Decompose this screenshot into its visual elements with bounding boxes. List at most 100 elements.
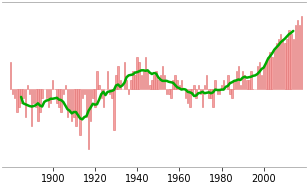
Bar — [82, 89, 83, 98]
Bar — [27, 84, 28, 89]
Bar — [46, 89, 47, 98]
Bar — [219, 89, 220, 94]
Bar — [60, 89, 62, 112]
Bar — [263, 66, 265, 89]
Bar — [14, 89, 15, 98]
Bar — [168, 89, 169, 94]
Bar — [202, 89, 203, 108]
Bar — [39, 89, 41, 112]
Bar — [145, 57, 146, 89]
Bar — [242, 71, 243, 89]
Bar — [71, 89, 72, 121]
Bar — [79, 89, 81, 135]
Bar — [189, 89, 191, 108]
Bar — [238, 66, 239, 89]
Bar — [29, 89, 30, 94]
Bar — [16, 89, 18, 112]
Bar — [153, 75, 155, 89]
Bar — [12, 89, 13, 94]
Bar — [227, 75, 229, 89]
Bar — [35, 89, 37, 108]
Bar — [290, 34, 292, 89]
Bar — [223, 80, 224, 89]
Bar — [147, 71, 148, 89]
Bar — [69, 89, 70, 112]
Bar — [170, 89, 172, 98]
Bar — [240, 84, 241, 89]
Bar — [136, 57, 138, 89]
Bar — [229, 89, 231, 94]
Bar — [267, 57, 269, 89]
Bar — [25, 89, 26, 117]
Bar — [162, 66, 163, 89]
Bar — [100, 89, 102, 98]
Bar — [151, 80, 153, 89]
Bar — [84, 89, 85, 94]
Bar — [132, 71, 134, 89]
Bar — [166, 89, 168, 94]
Bar — [113, 89, 115, 130]
Bar — [257, 66, 258, 89]
Bar — [92, 89, 94, 98]
Bar — [286, 39, 288, 89]
Bar — [276, 43, 277, 89]
Bar — [111, 89, 112, 98]
Bar — [274, 48, 275, 89]
Bar — [259, 62, 260, 89]
Bar — [120, 80, 121, 89]
Bar — [248, 80, 250, 89]
Bar — [269, 52, 271, 89]
Bar — [75, 89, 77, 126]
Bar — [164, 75, 165, 89]
Bar — [174, 75, 176, 89]
Bar — [77, 89, 79, 117]
Bar — [157, 80, 159, 89]
Bar — [172, 80, 174, 89]
Bar — [143, 71, 144, 89]
Bar — [244, 75, 245, 89]
Bar — [109, 89, 111, 94]
Bar — [88, 89, 89, 149]
Bar — [63, 89, 64, 94]
Bar — [22, 89, 24, 98]
Bar — [42, 89, 43, 98]
Bar — [90, 89, 91, 121]
Bar — [288, 30, 290, 89]
Bar — [37, 89, 39, 121]
Bar — [48, 89, 49, 108]
Bar — [20, 89, 22, 103]
Bar — [128, 89, 129, 94]
Bar — [155, 71, 157, 89]
Bar — [140, 75, 142, 89]
Bar — [299, 25, 300, 89]
Bar — [115, 75, 117, 89]
Bar — [139, 62, 140, 89]
Bar — [107, 71, 108, 89]
Bar — [134, 75, 136, 89]
Bar — [103, 89, 104, 108]
Bar — [149, 84, 151, 89]
Bar — [191, 89, 193, 94]
Bar — [176, 80, 178, 89]
Bar — [280, 34, 281, 89]
Bar — [301, 16, 302, 89]
Bar — [52, 80, 54, 89]
Bar — [284, 43, 286, 89]
Bar — [197, 84, 199, 89]
Bar — [221, 84, 222, 89]
Bar — [18, 89, 20, 108]
Bar — [293, 39, 294, 89]
Bar — [179, 84, 180, 89]
Bar — [86, 89, 87, 117]
Bar — [278, 39, 279, 89]
Bar — [185, 89, 186, 98]
Bar — [236, 71, 237, 89]
Bar — [214, 80, 216, 89]
Bar — [31, 89, 32, 126]
Bar — [65, 84, 66, 89]
Bar — [187, 89, 188, 103]
Bar — [117, 66, 119, 89]
Bar — [233, 80, 235, 89]
Bar — [193, 84, 195, 89]
Bar — [265, 62, 266, 89]
